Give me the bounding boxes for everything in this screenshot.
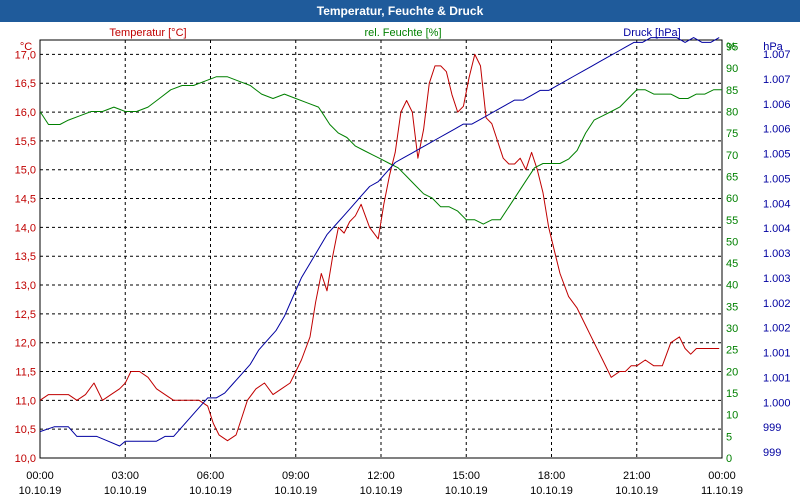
x-tick-time: 12:00 [367, 470, 395, 482]
humidity-axis-unit: % [726, 41, 736, 53]
humidity-tick-label: 20 [726, 366, 738, 378]
x-tick-time: 21:00 [623, 470, 651, 482]
pressure-tick-label: 999 [763, 447, 781, 459]
x-axis: 00:00 10.10.19 03:00 10.10.19 06:00 10.10.19 0… [19, 470, 743, 497]
x-tick-date: 10.10.19 [104, 485, 147, 497]
humidity-tick-label: 30 [726, 323, 738, 335]
left-tick-label: 12,0 [15, 338, 36, 350]
humidity-tick-label: 25 [726, 345, 738, 357]
pressure-tick-label: 1.004 [763, 198, 791, 210]
right-pressure-axis: 999 999 1.000 1.001 1.001 1.002 1.002 1.003 1.00… [763, 49, 791, 459]
x-tick-time: 03:00 [111, 470, 139, 482]
pressure-tick-label: 1.004 [763, 223, 791, 235]
humidity-tick-label: 40 [726, 280, 738, 292]
left-axis-unit: °C [20, 41, 32, 53]
x-tick-date: 10.10.19 [19, 485, 62, 497]
x-tick-date: 10.10.19 [445, 485, 488, 497]
pressure-axis-unit: hPa [763, 41, 783, 53]
x-tick-date: 10.10.19 [360, 485, 403, 497]
humidity-tick-label: 75 [726, 128, 738, 140]
left-tick-label: 16,0 [15, 107, 36, 119]
left-tick-label: 14,0 [15, 222, 36, 234]
left-tick-label: 10,5 [15, 424, 36, 436]
legend-temperature: Temperatur [°C] [109, 27, 186, 39]
pressure-tick-label: 1.007 [763, 74, 791, 86]
pressure-tick-label: 1.000 [763, 397, 791, 409]
x-tick-time: 15:00 [452, 470, 480, 482]
legend-pressure: Druck [hPa] [623, 27, 680, 39]
left-tick-label: 13,0 [15, 280, 36, 292]
right-humidity-axis: 0 5 10 15 20 25 30 35 40 45 50 55 60 65 70 75 80 85 90 95 [726, 41, 738, 465]
left-tick-label: 14,5 [15, 194, 36, 206]
left-tick-label: 13,5 [15, 251, 36, 263]
left-axis: 10,0 10,5 11,0 11,5 12,0 12,5 13,0 13,5 14,0 14,5… [15, 49, 36, 465]
x-tick-time: 18:00 [538, 470, 566, 482]
series-layer [39, 37, 722, 447]
humidity-tick-label: 50 [726, 236, 738, 248]
x-tick-time: 00:00 [708, 470, 736, 482]
x-tick-time: 00:00 [26, 470, 54, 482]
pressure-tick-label: 1.007 [763, 49, 791, 61]
grid [40, 40, 722, 458]
x-tick-date: 10.10.19 [615, 485, 658, 497]
x-tick-date: 10.10.19 [530, 485, 573, 497]
pressure-tick-label: 1.002 [763, 323, 791, 335]
humidity-tick-label: 95 [726, 41, 738, 53]
humidity-line [39, 76, 722, 225]
pressure-line [39, 37, 720, 447]
humidity-tick-label: 0 [726, 453, 732, 465]
left-tick-label: 11,0 [15, 395, 36, 407]
pressure-tick-label: 1.001 [763, 348, 791, 360]
pressure-tick-label: 1.005 [763, 173, 791, 185]
pressure-tick-label: 1.003 [763, 248, 791, 260]
chart: 10,0 10,5 11,0 11,5 12,0 12,5 13,0 13,5 14,0 14,5… [15, 27, 791, 497]
humidity-tick-label: 55 [726, 215, 738, 227]
pressure-tick-label: 1.005 [763, 149, 791, 161]
x-tick-time: 06:00 [197, 470, 225, 482]
humidity-tick-label: 45 [726, 258, 738, 270]
left-tick-label: 16,5 [15, 78, 36, 90]
pressure-tick-label: 1.003 [763, 273, 791, 285]
humidity-tick-label: 90 [726, 63, 738, 75]
humidity-tick-label: 5 [726, 431, 732, 443]
legend-humidity: rel. Feuchte [%] [364, 27, 441, 39]
x-tick-date: 11.10.19 [701, 485, 743, 497]
x-tick-date: 10.10.19 [274, 485, 317, 497]
humidity-tick-label: 60 [726, 193, 738, 205]
pressure-tick-label: 1.001 [763, 372, 791, 384]
left-tick-label: 12,5 [15, 309, 36, 321]
humidity-tick-label: 15 [726, 388, 738, 400]
humidity-tick-label: 35 [726, 301, 738, 313]
temperature-line [39, 53, 720, 442]
left-tick-label: 10,0 [15, 453, 36, 465]
left-tick-label: 17,0 [15, 49, 36, 61]
pressure-tick-label: 1.006 [763, 124, 791, 136]
pressure-tick-label: 1.002 [763, 298, 791, 310]
left-tick-label: 15,0 [15, 165, 36, 177]
window-title: Temperatur, Feuchte & Druck [0, 0, 800, 22]
humidity-tick-label: 65 [726, 171, 738, 183]
pressure-tick-label: 999 [763, 422, 781, 434]
x-tick-time: 09:00 [282, 470, 310, 482]
left-tick-label: 11,5 [15, 367, 36, 379]
x-tick-date: 10.10.19 [189, 485, 232, 497]
left-tick-label: 15,5 [15, 136, 36, 148]
humidity-tick-label: 85 [726, 85, 738, 97]
humidity-tick-label: 70 [726, 150, 738, 162]
pressure-tick-label: 1.006 [763, 99, 791, 111]
humidity-tick-label: 80 [726, 106, 738, 118]
humidity-tick-label: 10 [726, 410, 738, 422]
